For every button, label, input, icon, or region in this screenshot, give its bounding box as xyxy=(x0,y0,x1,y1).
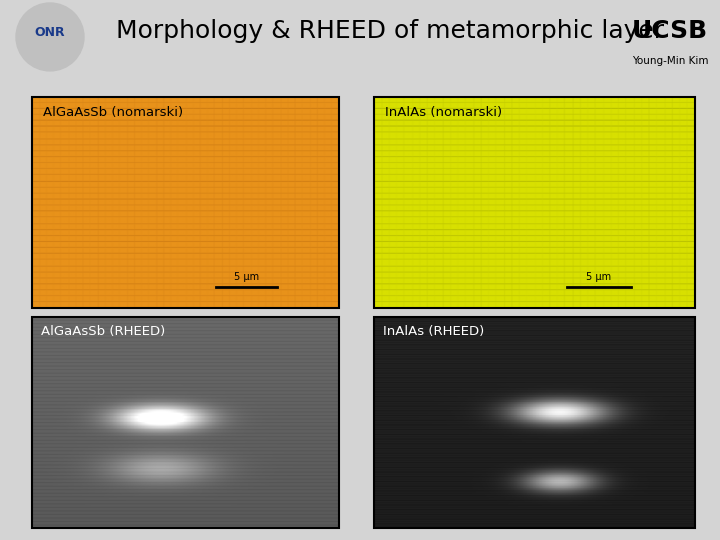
Text: Morphology & RHEED of metamorphic layer: Morphology & RHEED of metamorphic layer xyxy=(116,19,664,43)
Bar xyxy=(374,97,695,308)
Bar xyxy=(374,317,695,528)
Text: Young-Min Kim: Young-Min Kim xyxy=(631,56,708,66)
Text: InAlAs (nomarski): InAlAs (nomarski) xyxy=(385,106,502,119)
Text: 5 μm: 5 μm xyxy=(586,272,611,282)
Text: UCSB: UCSB xyxy=(632,19,708,43)
Text: 5 μm: 5 μm xyxy=(234,272,259,282)
Text: InAlAs (RHEED): InAlAs (RHEED) xyxy=(383,325,484,338)
Text: ONR: ONR xyxy=(35,26,66,39)
Text: AlGaAsSb (nomarski): AlGaAsSb (nomarski) xyxy=(42,106,183,119)
Circle shape xyxy=(16,3,84,71)
Text: AlGaAsSb (RHEED): AlGaAsSb (RHEED) xyxy=(40,325,165,338)
Bar xyxy=(32,97,338,308)
Bar xyxy=(32,317,338,528)
